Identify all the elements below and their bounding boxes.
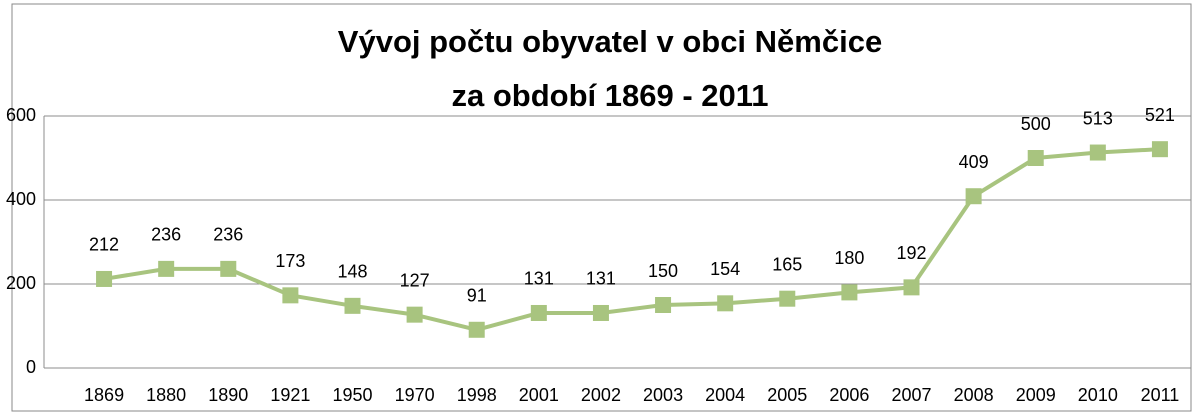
- x-tick-label: 2008: [954, 385, 994, 405]
- x-tick-label: 2010: [1078, 385, 1118, 405]
- x-tick-label: 2005: [767, 385, 807, 405]
- marker: [344, 297, 361, 314]
- line: [103, 147, 1161, 332]
- marker: [655, 297, 672, 313]
- data-label: 148: [337, 262, 367, 282]
- marker: [282, 287, 299, 304]
- y-tick-label: 0: [26, 357, 36, 377]
- data-label: 521: [1145, 105, 1175, 125]
- marker: [592, 304, 609, 321]
- data-label: 127: [400, 270, 430, 290]
- x-tick-label: 1880: [146, 385, 186, 405]
- marker: [779, 290, 796, 307]
- data-label: 131: [524, 269, 554, 289]
- data-label: 409: [959, 152, 989, 172]
- data-label: 236: [213, 225, 243, 245]
- chart-border: [11, 3, 1192, 412]
- x-tick-label: 2001: [519, 385, 559, 405]
- marker: [903, 279, 920, 296]
- data-label: 165: [772, 254, 802, 274]
- x-tick-label: 1890: [208, 385, 248, 405]
- marker: [841, 284, 858, 301]
- x-tick-label: 2006: [829, 385, 869, 405]
- x-tick-label: 2009: [1016, 385, 1056, 405]
- data-label: 513: [1083, 108, 1113, 128]
- data-label: 192: [896, 243, 926, 263]
- y-tick-label: 200: [6, 273, 36, 293]
- chart-title: za období 1869 - 2011: [451, 78, 768, 113]
- x-tick-label: 2002: [581, 385, 621, 405]
- data-label: 236: [151, 225, 181, 245]
- y-tick-label: 600: [6, 105, 36, 125]
- data-label: 150: [648, 261, 678, 281]
- x-tick-label: 2011: [1141, 385, 1180, 405]
- x-tick-label: 1950: [332, 385, 372, 405]
- x-tick-label: 2004: [705, 385, 745, 405]
- data-label: 180: [834, 248, 864, 268]
- marker: [158, 260, 175, 277]
- marker: [717, 295, 734, 312]
- marker: [406, 306, 423, 323]
- data-label: 131: [586, 269, 616, 289]
- data-label: 91: [467, 286, 487, 306]
- marker: [530, 304, 547, 321]
- marker: [1089, 144, 1106, 161]
- data-label: 173: [275, 251, 305, 271]
- x-tick-label: 2003: [643, 385, 683, 405]
- y-tick-label: 400: [6, 189, 36, 209]
- marker: [468, 321, 485, 338]
- chart-title: Vývoj počtu obyvatel v obci Němčice: [338, 24, 882, 59]
- marker: [96, 270, 113, 287]
- data-label: 154: [710, 259, 740, 279]
- x-tick-label: 2007: [891, 385, 931, 405]
- x-tick-label: 1921: [270, 385, 310, 405]
- marker: [965, 188, 982, 205]
- marker: [1027, 150, 1044, 166]
- x-tick-label: 1998: [457, 385, 497, 405]
- x-tick-label: 1869: [84, 385, 124, 405]
- data-label: 500: [1021, 114, 1051, 134]
- x-tick-label: 1970: [395, 385, 435, 405]
- marker: [1151, 141, 1168, 158]
- data-label: 212: [89, 235, 119, 255]
- marker: [220, 260, 237, 277]
